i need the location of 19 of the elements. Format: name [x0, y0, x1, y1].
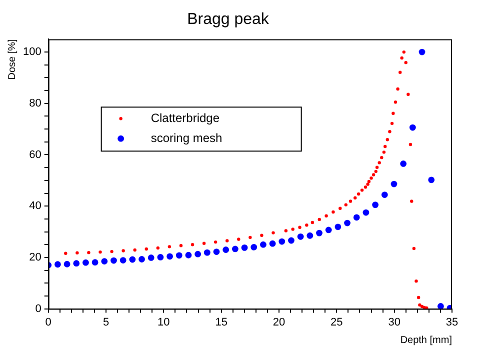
chart-title: Bragg peak [187, 11, 270, 28]
y-tick-label: 100 [22, 46, 42, 58]
x-tick-label: 20 [272, 316, 286, 328]
legend-label: Clatterbridge [150, 110, 220, 125]
x-tick-label: 35 [446, 316, 458, 328]
x-tick-label: 10 [158, 316, 170, 328]
legend-label: scoring mesh [150, 130, 222, 145]
y-tick-label: 40 [29, 200, 42, 212]
y-tick-label: 80 [29, 97, 42, 110]
x-tick-label: 5 [102, 316, 110, 328]
x-tick-label: 30 [388, 316, 400, 328]
x-tick-label: 0 [45, 316, 52, 328]
x-tick-label: 15 [215, 316, 228, 328]
y-tick-label: 20 [29, 251, 42, 264]
x-tick-label: 25 [330, 316, 343, 328]
y-tick-label: 0 [35, 302, 42, 315]
x-axis-title: Depth [mm] [400, 334, 452, 346]
y-axis-title: Dose [%] [6, 38, 18, 80]
y-tick-label: 60 [29, 148, 42, 161]
